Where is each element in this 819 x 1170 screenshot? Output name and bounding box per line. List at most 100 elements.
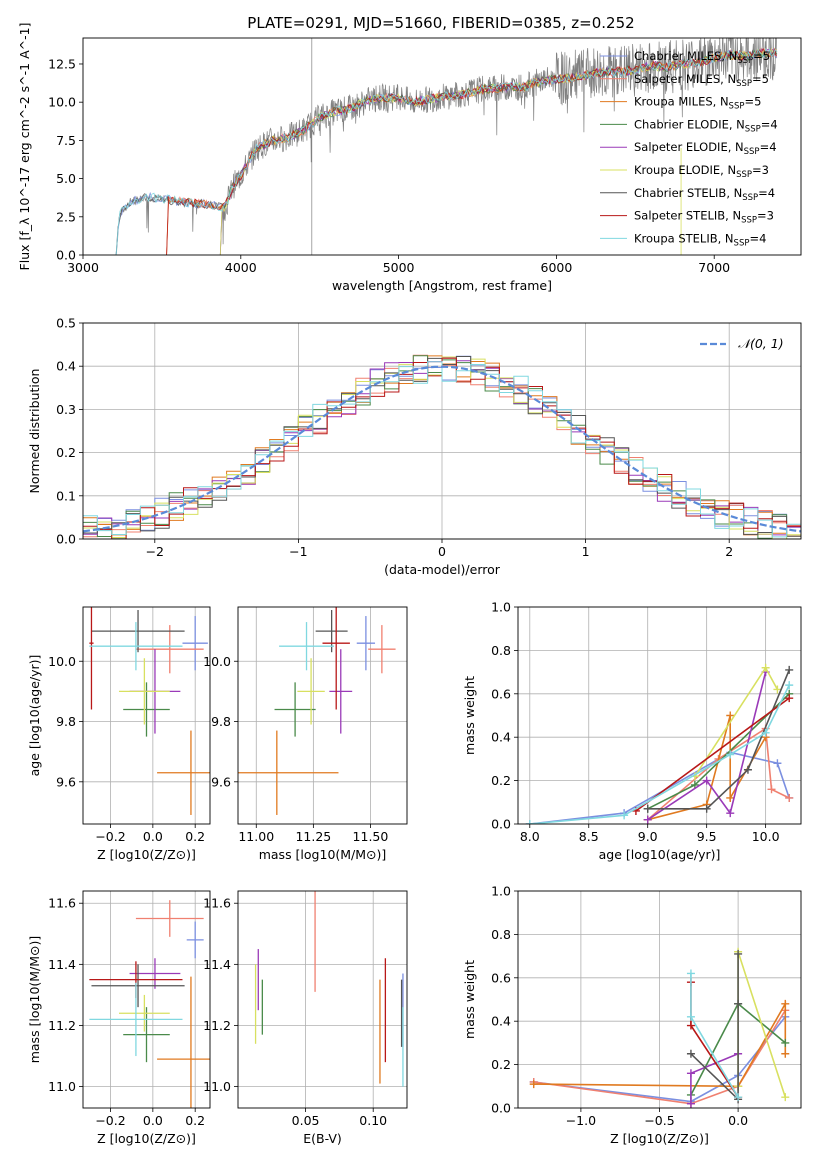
y-tick-label: 1.0 (491, 884, 511, 899)
x-axis-label: E(B-V) (303, 1131, 342, 1146)
x-tick-label: 10.0 (752, 829, 780, 844)
y-tick-label: 0.8 (491, 643, 511, 658)
model-spectrum-line (115, 47, 778, 255)
y-tick-label: 11.0 (48, 1079, 76, 1094)
legend-label: Kroupa MILES, NSSP=5 (634, 95, 761, 112)
y-tick-label: 0.0 (56, 532, 76, 547)
y-tick-label: 11.4 (203, 957, 231, 972)
y-tick-label: 10.0 (203, 654, 231, 669)
weight-point-marker (773, 759, 782, 768)
y-tick-label: 11.0 (203, 1079, 231, 1094)
panel-age-vs-mass: 11.00 11.25 11.50 9.6 9.8 10.0 mass [log10(M/M… (203, 606, 408, 862)
y-tick-label: 10.0 (48, 654, 76, 669)
x-tick-label: 7000 (698, 260, 730, 275)
weight-series-line (533, 1009, 786, 1105)
weight-point-marker (702, 804, 711, 813)
x-tick-label: 4000 (225, 260, 257, 275)
weight-point-marker (686, 1099, 695, 1108)
y-tick-label: 0.0 (491, 1101, 511, 1116)
weight-point-marker (643, 804, 652, 813)
axes-frame (517, 606, 802, 825)
y-tick-label: 0.3 (56, 402, 76, 417)
y-tick-label: 11.6 (203, 896, 231, 911)
x-axis-label: age [log10(age/yr)] (599, 847, 721, 862)
weight-point-marker (726, 711, 735, 720)
y-axis-label: mass weight (462, 960, 477, 1039)
weight-point-marker (781, 1093, 790, 1102)
y-tick-label: 11.2 (48, 1018, 76, 1033)
weight-point-marker (781, 999, 790, 1008)
axes-frame (82, 322, 802, 540)
weight-series-line (647, 669, 790, 810)
legend-label: Chabrier STELIB, NSSP=4 (634, 186, 775, 203)
y-tick-label: 9.6 (56, 774, 76, 789)
weight-point-marker (785, 665, 794, 674)
x-tick-label: 0.2 (185, 1113, 205, 1128)
histogram-steps (83, 354, 801, 539)
panel-spectrum: 3000 4000 5000 6000 7000 0.0 2.5 5.0 7.5 10.0 12.5… (17, 23, 802, 293)
y-tick-label: 10.0 (48, 95, 76, 110)
spectrum-legend: Chabrier MILES, NSSP=5 Salpeter MILES, NS… (600, 49, 778, 248)
panel-mass-weight-vs-age: 8.0 8.5 9.0 9.5 10.0 0.0 0.2 0.4 0.6 0.8 1.0 age [l… (462, 600, 802, 862)
weight-point-marker (773, 685, 782, 694)
weight-series-line (533, 1000, 787, 1088)
panel-mass-vs-ebv: 0.05 0.10 11.0 11.2 11.4 11.6 E(B-V) (203, 890, 408, 1146)
weight-lines (529, 947, 790, 1108)
y-tick-label: 11.6 (48, 896, 76, 911)
x-tick-label: 0.0 (728, 1113, 748, 1128)
panel-mass-vs-metallicity: −0.2 0.0 0.2 11.0 11.2 11.4 11.6 Z [log10(Z/Z⊙)… (27, 890, 211, 1146)
weight-point-marker (734, 949, 743, 958)
legend-label: Salpeter MILES, NSSP=5 (634, 72, 769, 89)
y-tick-label: 11.4 (48, 957, 76, 972)
y-axis-label: Normed distribution (27, 369, 42, 494)
y-tick-label: 0.2 (56, 445, 76, 460)
x-tick-label: 0.0 (143, 1113, 163, 1128)
weight-series-line (690, 953, 739, 1102)
y-axis-label: mass weight (462, 676, 477, 755)
axes-frame (82, 37, 802, 256)
weight-point-marker (643, 815, 652, 824)
axes-frame (82, 890, 211, 1109)
weight-series-line (635, 697, 790, 812)
panel-age-vs-metallicity: −0.2 0.0 0.2 9.6 9.8 10.0 Z [log10(Z/Z⊙)] age [… (27, 606, 211, 862)
x-tick-label: 3000 (67, 260, 99, 275)
x-tick-label: 0.10 (359, 1113, 387, 1128)
y-tick-label: 9.8 (56, 714, 76, 729)
y-tick-label: 0.6 (491, 970, 511, 985)
figure-title: PLATE=0291, MJD=51660, FIBERID=0385, z=0… (247, 14, 634, 32)
x-tick-label: −1 (289, 544, 307, 559)
histogram-legend: 𝒩(0, 1) (700, 336, 784, 351)
model-spectrum-line (219, 49, 778, 255)
x-tick-label: 0.0 (143, 829, 163, 844)
weight-point-marker (785, 681, 794, 690)
y-tick-label: 11.2 (203, 1018, 231, 1033)
error-bars (89, 900, 210, 1108)
panel-mass-weight-vs-metallicity: −1.0 −0.5 0.0 0.0 0.2 0.4 0.6 0.8 1.0 Z [log10(Z/… (462, 884, 802, 1146)
legend-label: Chabrier ELODIE, NSSP=4 (634, 117, 778, 134)
x-tick-label: −0.2 (95, 829, 125, 844)
weight-point-marker (686, 1012, 695, 1021)
weight-lines (525, 663, 794, 824)
x-axis-label: Z [log10(Z/Z⊙)] (97, 847, 196, 862)
error-bars (254, 891, 404, 1087)
x-tick-label: −0.5 (644, 1113, 674, 1128)
x-axis-label: Z [log10(Z/Z⊙)] (610, 1131, 709, 1146)
error-bars (238, 607, 396, 815)
weight-point-marker (734, 999, 743, 1008)
y-tick-label: 0.5 (56, 316, 76, 331)
weight-point-marker (529, 1080, 538, 1089)
axes-frame (237, 890, 408, 1109)
axes-frame (517, 890, 802, 1109)
y-tick-label: 0.8 (491, 927, 511, 942)
x-tick-label: 1 (582, 544, 590, 559)
x-tick-label: 0.05 (292, 1113, 320, 1128)
x-tick-label: 0 (438, 544, 446, 559)
weight-point-marker (781, 1038, 790, 1047)
y-tick-label: 12.5 (48, 56, 76, 71)
legend-label: Chabrier MILES, NSSP=5 (634, 49, 770, 66)
weight-point-marker (686, 1069, 695, 1078)
y-axis-label: mass [log10(M/M⊙)] (27, 936, 42, 1064)
panel-residual-histogram: −2 −1 0 1 2 0.0 0.1 0.2 0.3 0.4 0.5 (data-model)/er… (27, 316, 802, 577)
x-tick-label: 2 (725, 544, 733, 559)
